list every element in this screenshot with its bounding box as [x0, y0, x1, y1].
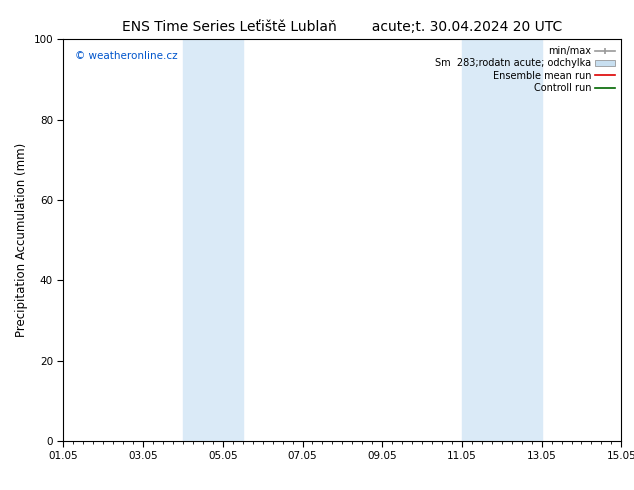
- Bar: [462, 39, 501, 441]
- Bar: [183, 39, 243, 441]
- Bar: [501, 39, 541, 441]
- Title: ENS Time Series Leťiště Lublaň        acute;t. 30.04.2024 20 UTC: ENS Time Series Leťiště Lublaň acute;t. …: [122, 20, 562, 34]
- Y-axis label: Precipitation Accumulation (mm): Precipitation Accumulation (mm): [15, 143, 28, 337]
- Text: © weatheronline.cz: © weatheronline.cz: [75, 51, 177, 61]
- Legend: min/max, Sm  283;rodatn acute; odchylka, Ensemble mean run, Controll run: min/max, Sm 283;rodatn acute; odchylka, …: [433, 44, 616, 95]
